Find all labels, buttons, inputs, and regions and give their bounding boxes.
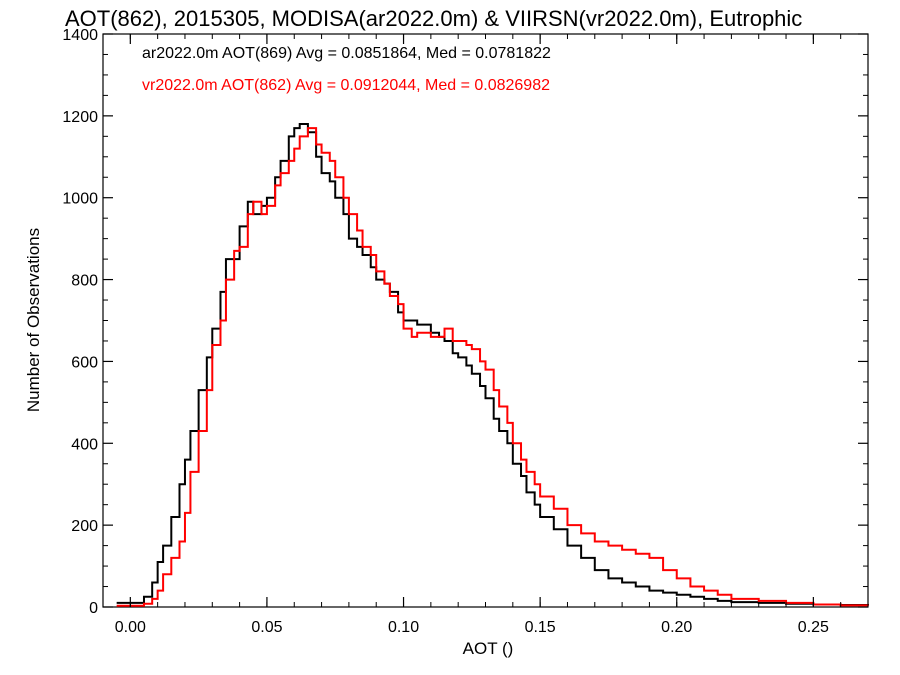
x-tick-label: 0.20 xyxy=(661,619,692,636)
plot-frame xyxy=(102,33,869,608)
x-tick-label: 0.15 xyxy=(525,619,556,636)
y-tick-label: 400 xyxy=(71,436,98,453)
y-tick-label: 200 xyxy=(71,518,98,535)
y-tick-label: 600 xyxy=(71,354,98,371)
chart-title: AOT(862), 2015305, MODISA(ar2022.0m) & V… xyxy=(65,6,802,31)
x-tick-label: 0.25 xyxy=(798,619,829,636)
y-axis: 0 200 400 600 800 1000 1200 1400 xyxy=(62,27,868,617)
series-line-black xyxy=(116,123,869,606)
x-tick-label: 0.00 xyxy=(115,619,146,636)
x-axis: 0.00 0.05 0.10 0.15 0.20 0.25 xyxy=(102,34,869,636)
series-line-red xyxy=(116,127,869,607)
x-tick-label: 0.05 xyxy=(251,619,282,636)
y-tick-label: 1000 xyxy=(62,191,98,208)
y-tick-label: 1400 xyxy=(62,27,98,44)
y-tick-label: 1200 xyxy=(62,109,98,126)
y-tick-label: 800 xyxy=(71,273,98,290)
plot-area xyxy=(102,33,869,608)
series-layer xyxy=(116,123,869,607)
legend-entry-red: vr2022.0m AOT(862) Avg = 0.0912044, Med … xyxy=(142,77,550,94)
x-tick-label: 0.10 xyxy=(388,619,419,636)
y-axis-label: Number of Observations xyxy=(24,228,43,412)
legend-entry-black: ar2022.0m AOT(869) Avg = 0.0851864, Med … xyxy=(142,45,551,62)
x-axis-label: AOT () xyxy=(463,639,514,658)
y-tick-label: 0 xyxy=(89,600,98,617)
